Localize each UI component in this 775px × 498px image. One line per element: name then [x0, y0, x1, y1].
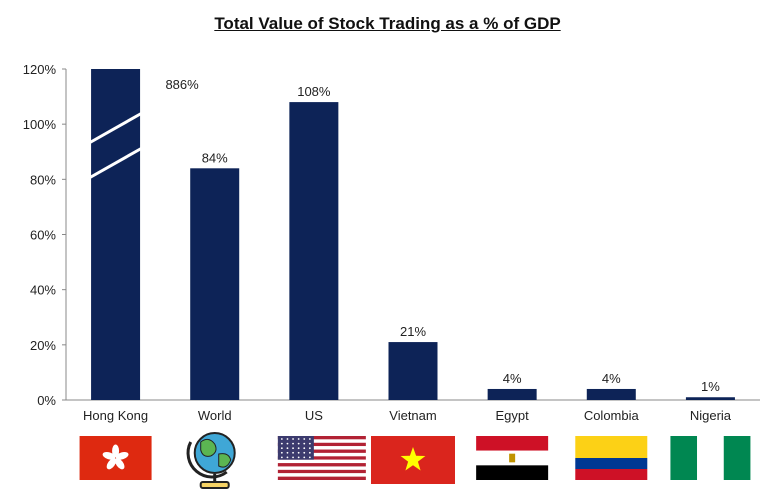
flags-group	[79, 432, 751, 489]
x-tick-label: Egypt	[496, 408, 530, 423]
data-label: 84%	[202, 150, 228, 165]
y-tick-label: 100%	[23, 117, 57, 132]
bar-vietnam	[388, 342, 438, 400]
x-tick-label: US	[305, 408, 323, 423]
hong-kong-flag-icon	[79, 436, 152, 480]
egypt-flag-icon	[476, 436, 549, 480]
y-tick-label: 20%	[30, 338, 56, 353]
labels-group: Hong Kong 886% World 84% US 108% Vietnam 21% Egy…	[83, 77, 732, 423]
bar-egypt	[487, 388, 537, 400]
x-tick-label: Colombia	[584, 408, 640, 423]
bar-colombia	[586, 388, 636, 400]
axis-break-marker	[88, 111, 143, 180]
data-label: 21%	[400, 324, 426, 339]
x-tick-label: Vietnam	[389, 408, 436, 423]
bar-nigeria	[685, 397, 735, 400]
x-tick-label: Nigeria	[690, 408, 732, 423]
y-tick-label: 0%	[37, 393, 56, 408]
data-label: 108%	[297, 84, 331, 99]
y-tick-label: 60%	[30, 228, 56, 243]
bar-us	[289, 102, 339, 400]
y-tick-label: 40%	[30, 283, 56, 298]
data-label: 4%	[602, 371, 621, 386]
bar-world	[190, 168, 240, 400]
x-tick-label: World	[198, 408, 232, 423]
y-tick-label: 120%	[23, 62, 57, 77]
colombia-flag-icon	[575, 436, 648, 480]
x-tick-label: Hong Kong	[83, 408, 148, 423]
y-tick-label: 80%	[30, 172, 56, 187]
chart-axes: 0% 20% 40% 60% 80% 100% 120%	[23, 62, 760, 408]
bars-group	[88, 69, 735, 400]
data-label: 1%	[701, 379, 720, 394]
data-label: 4%	[503, 371, 522, 386]
globe-icon	[186, 432, 236, 489]
vietnam-flag-icon	[371, 436, 455, 484]
bar-hong-kong	[91, 69, 141, 400]
nigeria-flag-icon	[670, 436, 751, 480]
data-label: 886%	[165, 77, 199, 92]
us-flag-icon	[277, 436, 366, 480]
chart-title: Total Value of Stock Trading as a % of G…	[214, 14, 561, 33]
